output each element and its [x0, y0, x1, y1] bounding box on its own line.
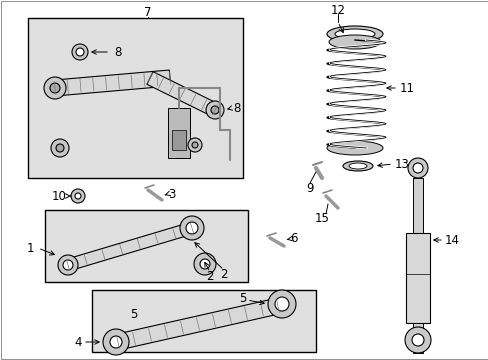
Circle shape	[194, 253, 216, 275]
Circle shape	[51, 139, 69, 157]
Circle shape	[187, 138, 202, 152]
Polygon shape	[66, 222, 193, 271]
Bar	[405, 233, 429, 323]
Ellipse shape	[348, 163, 366, 169]
Circle shape	[71, 189, 85, 203]
Text: 8: 8	[114, 45, 121, 58]
Text: 5: 5	[238, 292, 245, 305]
Circle shape	[267, 290, 295, 318]
Ellipse shape	[326, 26, 382, 42]
Text: 6: 6	[289, 231, 297, 244]
Bar	[412, 178, 422, 233]
Circle shape	[76, 48, 84, 56]
Text: 15: 15	[314, 211, 329, 225]
Ellipse shape	[326, 141, 382, 155]
Circle shape	[63, 260, 73, 270]
Bar	[172, 130, 185, 150]
Circle shape	[200, 259, 209, 269]
Text: 3: 3	[168, 188, 175, 201]
Circle shape	[72, 44, 88, 60]
Polygon shape	[146, 72, 218, 116]
Circle shape	[75, 193, 81, 199]
Text: 9: 9	[305, 181, 313, 194]
Text: 10: 10	[52, 189, 67, 202]
Circle shape	[103, 329, 129, 355]
Text: 14: 14	[444, 234, 459, 247]
Text: 11: 11	[399, 81, 414, 94]
Text: 13: 13	[394, 158, 409, 171]
Bar	[28, 18, 243, 178]
Ellipse shape	[334, 29, 374, 39]
Circle shape	[44, 77, 66, 99]
Ellipse shape	[328, 35, 380, 49]
Circle shape	[50, 83, 60, 93]
Circle shape	[56, 144, 64, 152]
Circle shape	[192, 142, 198, 148]
Circle shape	[274, 297, 288, 311]
Text: 5: 5	[130, 307, 138, 320]
Circle shape	[407, 158, 427, 178]
Circle shape	[205, 101, 224, 119]
Circle shape	[110, 336, 122, 348]
Circle shape	[58, 255, 78, 275]
Circle shape	[185, 222, 198, 234]
Circle shape	[411, 334, 423, 346]
Bar	[92, 290, 315, 352]
Bar	[168, 108, 190, 158]
Text: 8: 8	[232, 102, 240, 114]
Text: 2: 2	[220, 267, 227, 280]
Text: 2: 2	[206, 270, 213, 283]
Ellipse shape	[342, 161, 372, 171]
Bar	[45, 210, 247, 282]
Polygon shape	[116, 298, 279, 350]
Circle shape	[404, 327, 430, 353]
Text: 12: 12	[330, 4, 345, 17]
Circle shape	[412, 163, 422, 173]
Circle shape	[180, 216, 203, 240]
Bar	[412, 323, 422, 353]
Circle shape	[210, 106, 219, 114]
Polygon shape	[54, 70, 170, 96]
Text: 7: 7	[144, 5, 151, 18]
Text: 4: 4	[74, 336, 81, 348]
Text: 1: 1	[26, 242, 34, 255]
